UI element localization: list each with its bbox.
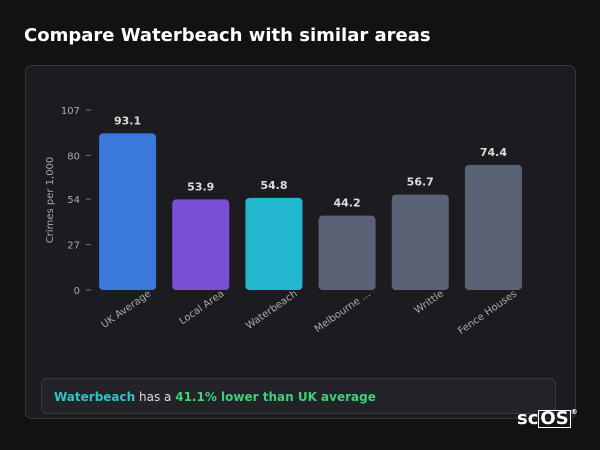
chart: Crimes per 1,000 0 27 54 80 107 UK Average 93.… bbox=[45, 106, 522, 337]
y-tick-label: 27 bbox=[67, 241, 80, 252]
y-tick-label: 80 bbox=[67, 151, 80, 162]
bar bbox=[318, 215, 376, 290]
summary-comparison: 41.1% lower than UK average bbox=[175, 390, 376, 404]
logo-mark: ® bbox=[570, 408, 578, 416]
value-label: 93.1 bbox=[114, 114, 141, 127]
x-tick-label: Writtle bbox=[413, 288, 446, 316]
value-label: 74.4 bbox=[480, 146, 507, 159]
x-tick-label: Fence Houses bbox=[456, 288, 519, 337]
y-tick-label: 107 bbox=[61, 106, 80, 117]
y-axis-label: Crimes per 1,000 bbox=[45, 157, 56, 244]
x-tick-label: UK Average bbox=[99, 288, 153, 330]
x-tick-label: Melbourne ... bbox=[313, 288, 373, 335]
bar bbox=[172, 199, 230, 290]
y-tick-label: 54 bbox=[67, 195, 80, 206]
bar bbox=[391, 194, 449, 290]
bar bbox=[464, 164, 522, 290]
bar bbox=[99, 133, 157, 290]
value-label: 54.8 bbox=[260, 179, 287, 192]
x-tick-label: Waterbeach bbox=[244, 288, 299, 331]
page-title: Compare Waterbeach with similar areas bbox=[24, 25, 431, 46]
summary-area: Waterbeach bbox=[54, 390, 136, 404]
summary-text: has a bbox=[139, 390, 172, 404]
logo-boxed: OS bbox=[538, 408, 571, 429]
logo-text: sc bbox=[517, 408, 539, 429]
bar bbox=[245, 197, 303, 290]
logo: sc OS ® bbox=[517, 408, 578, 429]
value-label: 56.7 bbox=[407, 176, 434, 189]
summary: Waterbeach has a 41.1% lower than UK ave… bbox=[41, 378, 556, 414]
value-label: 44.2 bbox=[334, 197, 361, 210]
y-tick-label: 0 bbox=[74, 286, 80, 297]
value-label: 53.9 bbox=[187, 180, 214, 193]
x-tick-label: Local Area bbox=[177, 288, 226, 327]
